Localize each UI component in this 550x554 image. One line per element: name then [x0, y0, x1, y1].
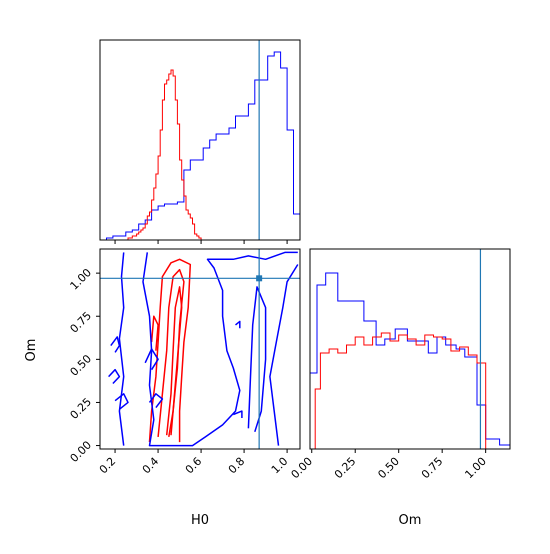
h0-marginal-frame [99, 39, 301, 241]
om-marginal-x-tick-label: 0.50 [375, 455, 402, 482]
h0-histogram-series-1 [100, 51, 301, 241]
contour-series-2-level-9 [110, 336, 121, 353]
joint-x-tick-label: 0.4 [140, 455, 162, 477]
joint-x-tick-label: 0.2 [97, 455, 119, 477]
contour-series-1-level-3 [165, 286, 183, 436]
contour-series-2-level-6 [144, 348, 159, 371]
x-axis-label-h0: H0 [191, 513, 209, 528]
contour-series-2-level-3 [269, 264, 299, 446]
om-histogram-series-2 [310, 332, 487, 450]
joint-frame [99, 248, 301, 450]
y-axis-label-om: Om [24, 339, 39, 362]
joint-x-tick-label: 0.6 [183, 455, 205, 477]
contour-series-2-level-4 [247, 286, 267, 433]
joint-x-tick-label: 0.8 [226, 455, 248, 477]
om-marginal-x-tick-label: 0.75 [419, 455, 446, 482]
contour-series-2-level-5 [148, 393, 164, 409]
joint-contours [100, 249, 300, 449]
om-marginal-x-tick-label: 0.25 [332, 455, 359, 482]
contour-series-2-level-1 [142, 251, 298, 447]
joint-y-tick-label: 0.50 [68, 352, 95, 379]
h0-marginal-panel [99, 39, 301, 244]
om-marginal-x-tick-label: 0.00 [289, 455, 316, 482]
joint-y-tick-label: 0.25 [68, 395, 95, 422]
contour-series-1-level-4 [150, 315, 159, 351]
h0-histogram-series-2 [125, 69, 206, 241]
joint-x-tick-label: 1.0 [269, 455, 291, 477]
contour-series-2-level-8 [114, 393, 129, 410]
contour-series-2-level-10 [235, 320, 241, 329]
contour-series-2-level-11 [233, 410, 243, 418]
joint-truth-marker [256, 275, 263, 282]
joint-y-tick-label: 0.75 [68, 309, 95, 336]
contour-series-2-level-7 [108, 368, 121, 385]
contour-series-1-level-1 [148, 258, 192, 443]
joint-y-tick-label: 0.00 [68, 438, 95, 465]
om-marginal-frame [309, 248, 511, 450]
joint-y-tick-label: 1.00 [68, 266, 95, 293]
x-axis-label-om: Om [399, 513, 422, 528]
contour-series-2-level-2 [118, 252, 125, 446]
om-marginal-x-tick-label: 1.00 [462, 455, 489, 482]
om-marginal-panel: 0.00 0.25 0.50 0.75 1.00 [289, 248, 511, 482]
om-histogram-series-1 [309, 272, 511, 449]
h0-om-joint-panel: 0.2 0.4 0.6 0.8 1.0 0.00 0.25 0.50 0.75 1.00 [68, 248, 301, 477]
